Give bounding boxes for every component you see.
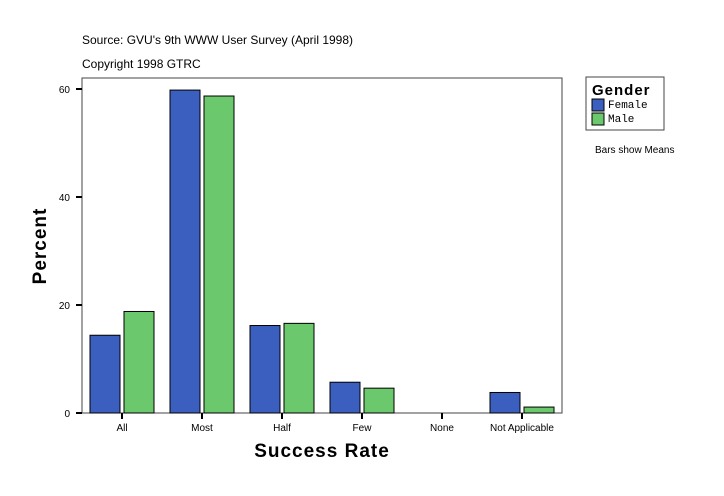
- bar-female-all: [89, 334, 121, 414]
- bar-male-few: [363, 387, 395, 414]
- x-tick-label: Most: [191, 423, 213, 434]
- bar-male-most: [203, 95, 235, 414]
- bar-female-few: [329, 381, 361, 414]
- bars-note: Bars show Means: [595, 145, 674, 156]
- x-tick-label: Not Applicable: [490, 423, 554, 434]
- source-text: Source: GVU's 9th WWW User Survey (April…: [82, 33, 353, 47]
- copyright-text: Copyright 1998 GTRC: [82, 57, 201, 71]
- bar-male-all: [123, 310, 155, 414]
- bar-female-most: [169, 89, 201, 414]
- x-tick-label: Few: [353, 423, 373, 434]
- legend: Gender Female Male: [585, 76, 665, 131]
- x-tick-label: None: [430, 423, 454, 434]
- x-tick-label: Half: [273, 423, 291, 434]
- x-axis-label: Success Rate: [254, 441, 390, 462]
- y-axis-label: Percent: [30, 208, 51, 285]
- legend-label-male: Male: [608, 114, 634, 126]
- legend-label-female: Female: [608, 100, 648, 112]
- bar-female-not-applicable: [489, 391, 521, 414]
- y-tick-label: 60: [59, 85, 71, 96]
- plot-area: [81, 77, 563, 414]
- bar-male-half: [283, 322, 315, 414]
- y-tick-label: 20: [59, 301, 71, 312]
- legend-title: Gender: [592, 82, 651, 99]
- bar-female-half: [249, 325, 281, 414]
- y-tick-label: 0: [64, 409, 70, 420]
- legend-swatch-male: [591, 112, 605, 126]
- y-tick-label: 40: [59, 193, 71, 204]
- bar-male-not-applicable: [523, 406, 555, 414]
- legend-swatch-female: [591, 98, 605, 112]
- x-tick-label: All: [116, 423, 127, 434]
